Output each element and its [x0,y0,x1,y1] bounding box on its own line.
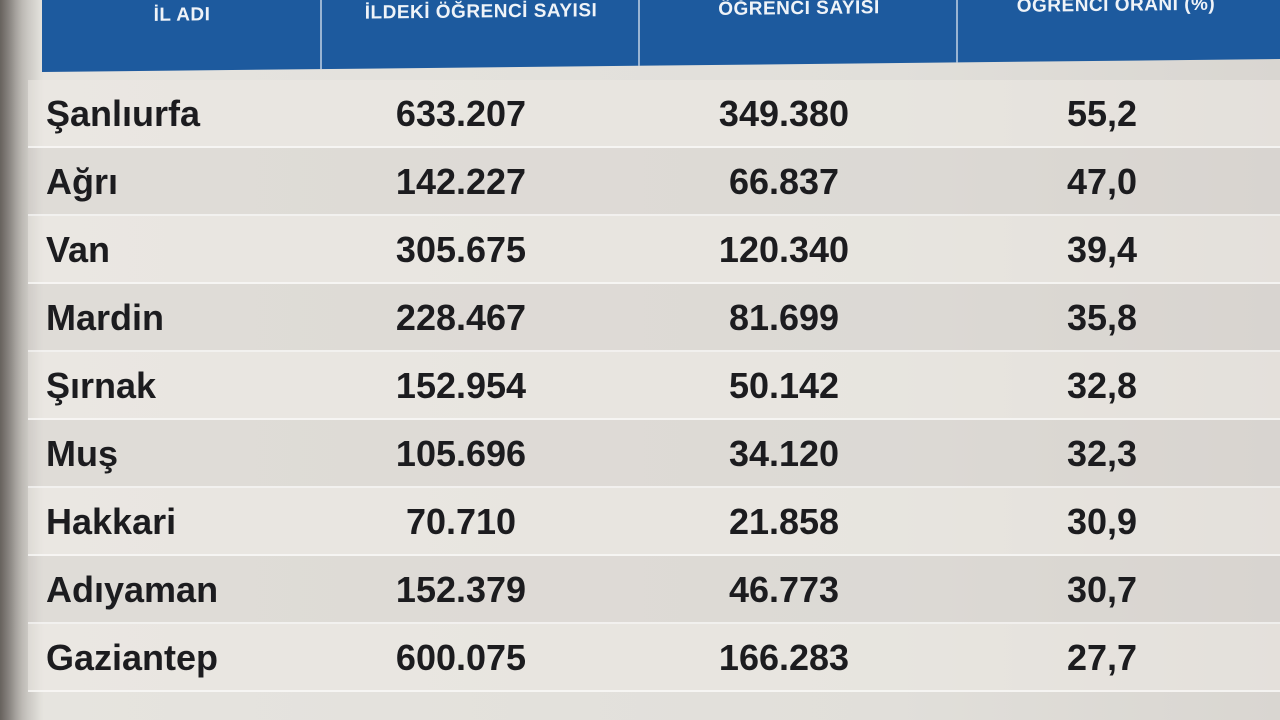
table-row: Adıyaman 152.379 46.773 30,7 [28,556,1280,624]
cell-ildeki-ogrenci-sayisi: 142.227 [395,161,527,202]
row-band [28,80,1280,148]
cell-il-adi: Adıyaman [46,569,219,610]
row-band [28,352,1280,420]
cell-ildeki-ogrenci-sayisi: 305.675 [395,229,527,270]
cell-il-adi: Van [46,229,111,270]
cell-ogrenci-sayisi: 34.120 [728,433,840,474]
cell-ogrenci-sayisi: 349.380 [718,93,850,134]
row-band [28,148,1280,216]
table-header: İL ADI İLDEKİ ÖĞRENCİ SAYISI ÖĞRENCİ SAY… [42,0,1280,73]
row-band [28,624,1280,692]
cell-il-adi: Ağrı [46,161,118,202]
row-band [28,488,1280,556]
row-divider [28,622,1280,624]
row-band [28,556,1280,624]
table-row: Van 305.675 120.340 39,4 [28,216,1280,284]
cell-ogrenci-sayisi: 46.773 [728,569,840,610]
table-row: Hakkari 70.710 21.858 30,9 [28,488,1280,556]
cell-il-adi: Mardin [46,297,165,338]
cell-il-adi: Hakkari [46,501,177,542]
row-divider [28,690,1280,692]
row-divider [28,486,1280,488]
cell-ogrenci-sayisi: 166.283 [718,637,850,678]
cell-ogrenci-orani: 30,9 [1066,501,1138,542]
cell-ildeki-ogrenci-sayisi: 105.696 [395,433,527,474]
cell-ogrenci-sayisi: 66.837 [728,161,840,202]
cell-ildeki-ogrenci-sayisi: 152.954 [395,365,527,406]
row-band [28,216,1280,284]
row-divider [28,282,1280,284]
table-row: Mardin 228.467 81.699 35,8 [28,284,1280,352]
cell-ogrenci-orani: 39,4 [1066,229,1138,270]
cell-ildeki-ogrenci-sayisi: 228.467 [395,297,527,338]
row-divider [28,350,1280,352]
row-divider [28,146,1280,148]
header-il-adi: İL ADI [153,4,211,26]
cell-ogrenci-sayisi: 120.340 [718,229,850,270]
row-band [28,420,1280,488]
cell-ildeki-ogrenci-sayisi: 633.207 [395,93,527,134]
cell-il-adi: Şanlıurfa [46,93,201,134]
table-row: Ağrı 142.227 66.837 47,0 [28,148,1280,216]
cell-ogrenci-sayisi: 21.858 [728,501,840,542]
table-row: Şırnak 152.954 50.142 32,8 [28,352,1280,420]
cell-ogrenci-orani: 55,2 [1066,93,1138,134]
header-ildeki-ogrenci-sayisi: İLDEKİ ÖĞRENCİ SAYISI [364,0,598,24]
cell-ildeki-ogrenci-sayisi: 600.075 [395,637,527,678]
cell-il-adi: Şırnak [46,365,157,406]
header-ogrenci-sayisi: ÖĞRENCİ SAYISI [718,0,880,20]
cell-ogrenci-sayisi: 50.142 [728,365,840,406]
header-ogrenci-orani: ÖĞRENCİ ORANI (%) [1016,0,1216,17]
cell-ildeki-ogrenci-sayisi: 152.379 [395,569,527,610]
row-band [28,284,1280,352]
table-row: Şanlıurfa 633.207 349.380 55,2 [28,80,1280,148]
cell-ildeki-ogrenci-sayisi: 70.710 [405,501,517,542]
cell-ogrenci-orani: 47,0 [1066,161,1138,202]
table-row: Muş 105.696 34.120 32,3 [28,420,1280,488]
cell-ogrenci-orani: 27,7 [1066,637,1138,678]
cell-ogrenci-orani: 35,8 [1066,297,1138,338]
cell-ogrenci-orani: 32,8 [1066,365,1138,406]
cell-ogrenci-orani: 32,3 [1066,433,1138,474]
cell-il-adi: Gaziantep [46,637,219,678]
row-divider [28,418,1280,420]
cell-il-adi: Muş [46,433,118,474]
cell-ogrenci-orani: 30,7 [1066,569,1138,610]
row-divider [28,214,1280,216]
cell-ogrenci-sayisi: 81.699 [728,297,840,338]
row-divider [28,554,1280,556]
printed-table-page: İL ADI İLDEKİ ÖĞRENCİ SAYISI ÖĞRENCİ SAY… [28,0,1280,720]
table-row: Gaziantep 600.075 166.283 27,7 [28,624,1280,692]
